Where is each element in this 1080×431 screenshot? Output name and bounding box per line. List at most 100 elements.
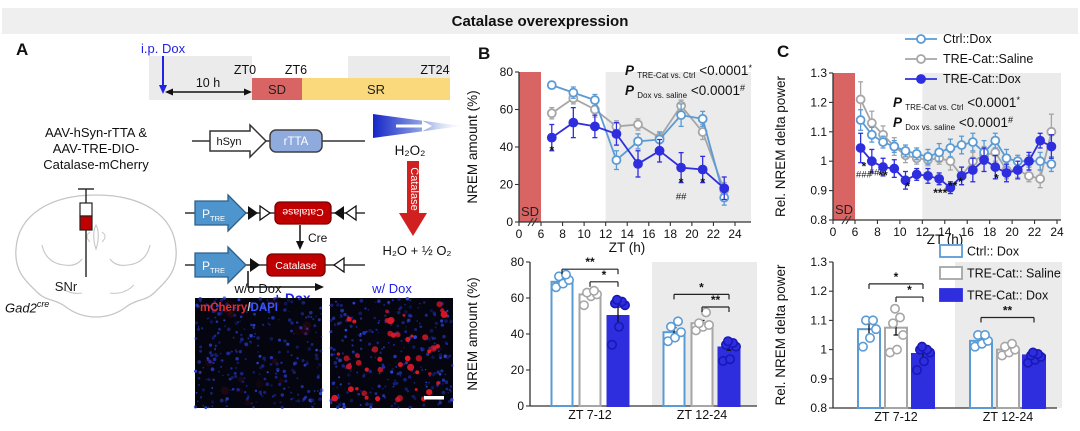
group-label: ZT 7-12	[874, 410, 918, 424]
data-point	[990, 162, 1001, 172]
timeline-diagram: SD SR ZT0 ZT6 ZT24 i.p. Dox 10 h	[141, 41, 450, 100]
legend-label: TRE-Cat:: Saline	[967, 267, 1061, 281]
data-point	[889, 141, 900, 152]
x-tick-label: 14	[621, 227, 635, 241]
catalase-box-inverted	[274, 201, 332, 225]
significance-mark: **	[948, 179, 958, 193]
hippocampus-left	[41, 244, 83, 266]
y-tick-label: 20	[500, 178, 514, 192]
significance-mark: **	[585, 255, 595, 269]
legend-label: TRE-Cat::Saline	[943, 52, 1033, 66]
y-tick-label: 1.3	[810, 255, 827, 269]
scatter-point	[890, 303, 901, 314]
y-tick-label: 20	[511, 363, 525, 377]
y-tick-label: 0.9	[810, 372, 827, 386]
cre-label: Cre	[308, 231, 328, 245]
significance-mark: *	[905, 180, 910, 194]
data-point	[990, 135, 1001, 146]
y-tick-label: 1.3	[810, 66, 827, 80]
ventricle	[93, 223, 99, 251]
significance-mark: **	[878, 168, 888, 182]
significance-mark: *	[700, 175, 705, 189]
sd-shading	[519, 72, 541, 222]
p-value: P TRE-Cat vs. Ctrl <0.0001*	[625, 63, 752, 80]
x-tick-label: 8	[559, 227, 566, 241]
ventricle-wing-left	[86, 231, 91, 243]
x-tick-label: 24	[1050, 225, 1064, 239]
genotype-name: Gad2	[5, 300, 37, 316]
ip-dox-label: i.p. Dox	[141, 41, 186, 56]
significance-mark: **	[1003, 303, 1013, 317]
scatter-point	[980, 330, 991, 341]
sd-block	[252, 78, 302, 100]
legend-label: TRE-Cat::Dox	[943, 72, 1022, 86]
lox-black-right-1	[248, 206, 258, 220]
data-point	[676, 162, 687, 173]
data-point	[1035, 135, 1046, 146]
product-label: H₂O + ½ O₂	[383, 243, 452, 258]
y-axis-label: NREM amount (%)	[465, 90, 480, 203]
data-point	[697, 164, 708, 175]
microscopy-image-with-dox	[329, 297, 454, 409]
data-point	[945, 156, 956, 167]
x-tick-label: 12	[599, 227, 613, 241]
p-value: P Dox vs. saline <0.0001#	[893, 115, 1013, 132]
micro-left-title: w/o Dox	[234, 281, 282, 296]
y-tick-label: 80	[511, 255, 525, 269]
axis-break	[841, 215, 848, 225]
data-point	[589, 121, 600, 132]
hsyn-promoter-arrow	[209, 123, 268, 159]
data-point	[866, 129, 877, 140]
data-point	[956, 140, 967, 150]
sd-label: SD	[835, 202, 853, 217]
scatter-point	[612, 294, 623, 305]
delta-power-line-chart: 0 6 8 10 12 14 16 18 20 22 24 0.8 0.9 1 1.1 1.2 1.3 ZT (h…	[773, 32, 1064, 247]
x-tick-label: 22	[1028, 225, 1042, 239]
group-label: ZT 12-24	[983, 410, 1034, 424]
x-tick-label: 6	[852, 225, 859, 239]
scatter-point	[1007, 338, 1018, 349]
sr-block	[302, 78, 450, 100]
dapi-mcherry-dots-right	[329, 297, 454, 409]
significance-mark: *	[907, 283, 912, 297]
lox-white-left-2	[332, 256, 345, 274]
x-tick-label: 12	[916, 225, 930, 239]
duration-label: 10 h	[196, 76, 220, 90]
y-tick-label: 1	[820, 154, 827, 168]
data-point	[911, 148, 922, 159]
y-tick-label: 40	[511, 327, 525, 341]
data-point	[568, 117, 579, 128]
scatter-point	[898, 330, 909, 341]
legend-marker	[916, 54, 926, 64]
x-axis-label: ZT (h)	[927, 232, 964, 247]
x-tick-label: 18	[983, 225, 997, 239]
aav-line3: Catalase-mCherry	[43, 157, 149, 172]
nrem-amount-line-chart: 0 6 8 10 12 14 16 18 20 22 24 0 20 40 60 80 ZT (h) NREM a…	[465, 63, 752, 255]
data-point	[934, 173, 945, 184]
y-tick-label: 1	[820, 343, 827, 357]
axis-break	[527, 217, 534, 227]
scatter-point	[561, 269, 572, 280]
gradient-arrowhead	[422, 120, 432, 132]
sd-label: SD	[521, 204, 539, 219]
x-tick-label: 24	[728, 227, 742, 241]
y-axis-label: Rel. NREM delta power	[773, 264, 788, 406]
legend-marker	[916, 74, 926, 84]
bar-saline	[578, 293, 602, 407]
hsyn-label: hSyn	[216, 136, 241, 148]
scatter-point	[865, 332, 876, 343]
y-tick-label: 1.2	[810, 95, 827, 109]
brain-outline	[15, 194, 177, 318]
aav-line2: AAV-TRE-DIO-	[52, 141, 140, 156]
data-point	[855, 143, 866, 153]
data-point	[967, 137, 978, 147]
significance-mark: **	[711, 293, 721, 307]
legend-swatch	[939, 288, 963, 302]
data-point	[1046, 159, 1057, 170]
duration-arrowhead-left	[165, 88, 173, 96]
lox-white-left-1	[344, 204, 357, 222]
scatter-point	[1027, 347, 1038, 358]
data-point	[633, 119, 643, 130]
data-point	[956, 170, 967, 181]
sr-label: SR	[367, 82, 385, 97]
